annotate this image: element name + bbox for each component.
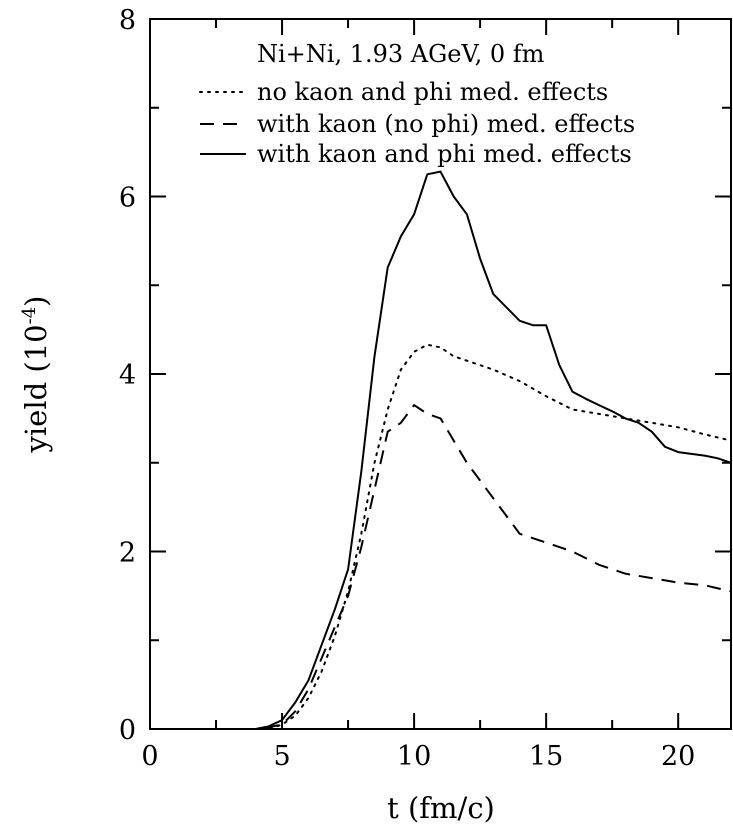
y-tick-label: 8 [119,5,136,36]
series-line-solid [150,170,732,730]
plot-annotation: Ni+Ni, 1.93 AGeV, 0 fm [257,40,545,68]
x-tick-label: 5 [273,741,290,772]
series-line-dashed [150,404,732,730]
x-tick-label: 20 [661,741,695,772]
x-axis-label: t (fm/c) [387,791,495,825]
y-tick-label: 4 [119,360,136,391]
x-tick-label: 0 [141,741,158,772]
y-axis-label: yield (10-4) [19,296,53,454]
y-axis-label-exponent: -4 [19,307,40,325]
legend-label-kaon-no-phi: with kaon (no phi) med. effects [257,110,635,138]
y-tick-label: 6 [119,183,136,214]
y-axis-label-close: ) [19,296,53,307]
x-tick-label: 15 [529,741,563,772]
series-line-dotted [149,343,732,730]
x-axis-ticks: 0 5 10 15 20 [141,19,695,772]
axes: 0 5 10 15 20 0 2 4 6 8 [119,5,732,772]
x-tick-label: 10 [397,741,431,772]
y-axis-label-main: yield (10 [19,324,53,453]
y-tick-label: 0 [119,715,136,746]
legend-label-kaon-and-phi: with kaon and phi med. effects [257,140,632,168]
legend-label-no-kaon-phi: no kaon and phi med. effects [257,78,608,106]
series-lines [149,170,732,730]
y-tick-label: 2 [119,538,136,569]
legend: no kaon and phi med. effects with kaon (… [199,78,635,168]
